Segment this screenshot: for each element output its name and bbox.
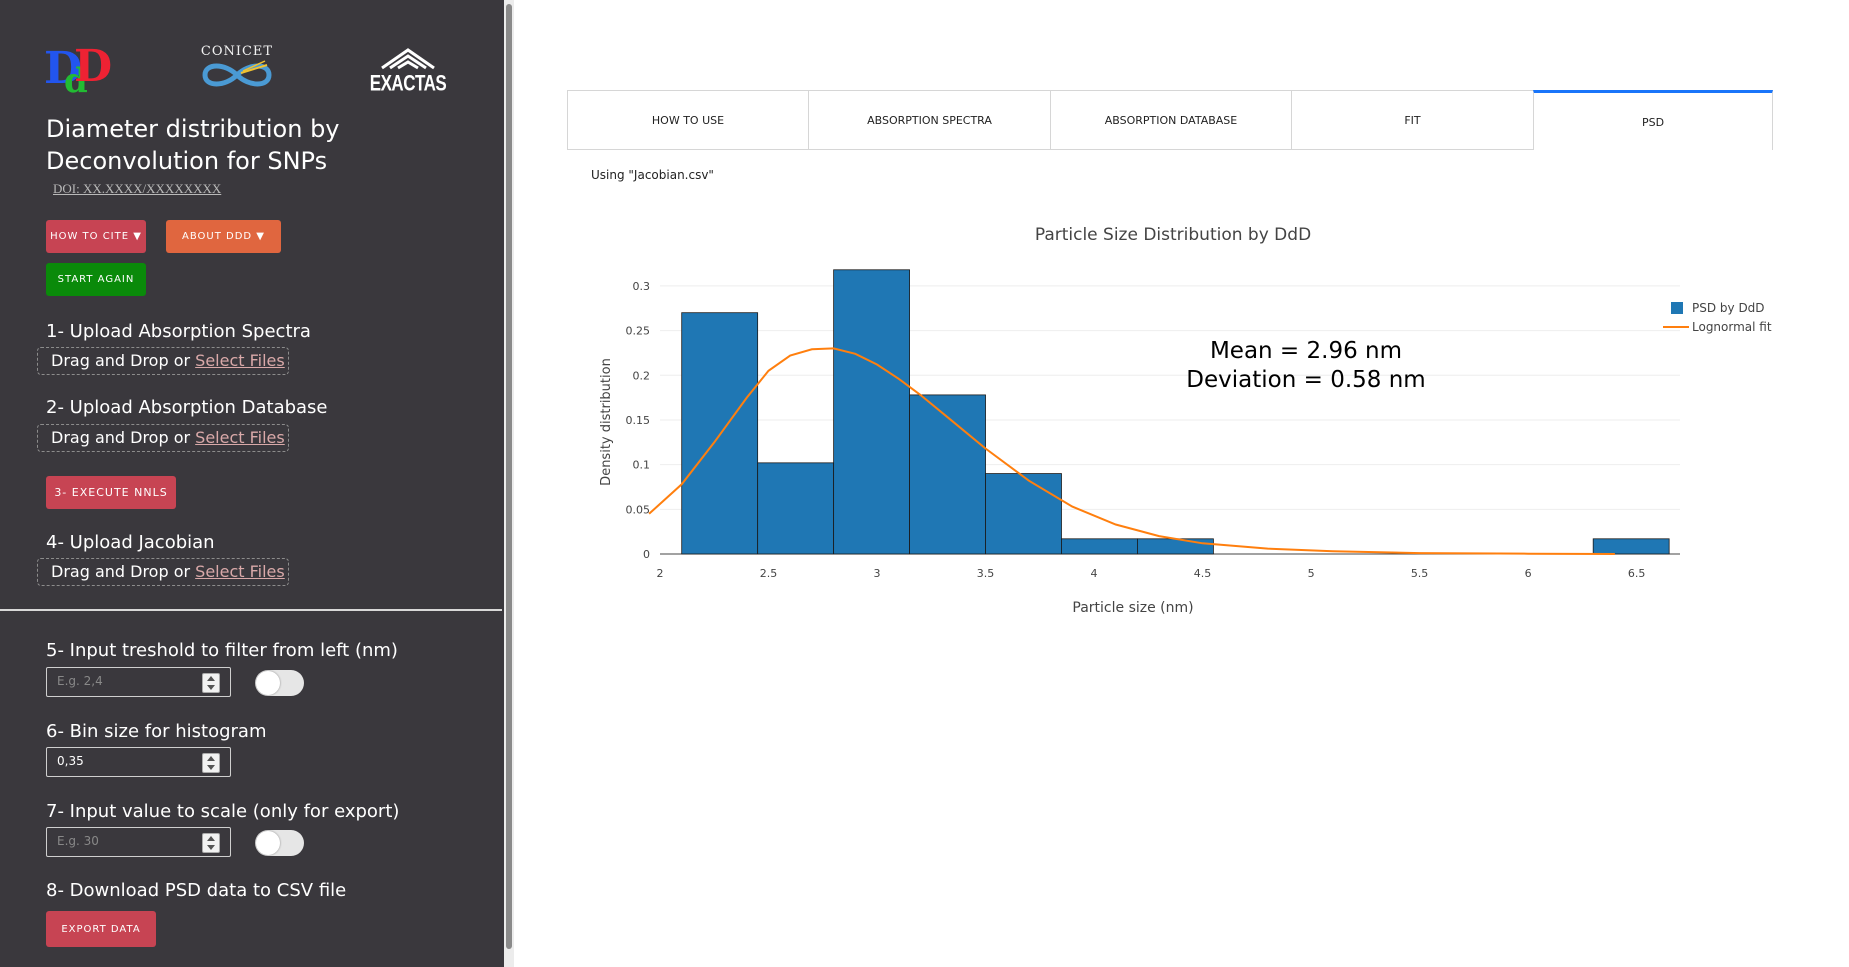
- chart-title: Particle Size Distribution by DdD: [1035, 225, 1311, 245]
- y-tick-label: 0: [643, 548, 650, 561]
- step-2-label: 2- Upload Absorption Database: [46, 397, 328, 418]
- how-to-cite-button[interactable]: HOW TO CITE ▼: [46, 220, 146, 253]
- select-files-link[interactable]: Select Files: [195, 562, 285, 581]
- scale-placeholder: E.g. 30: [57, 834, 99, 848]
- y-tick-label: 0.2: [633, 369, 651, 382]
- y-axis-ticks: 0 0.05 0.1 0.15 0.2 0.25 0.3: [626, 280, 651, 561]
- x-tick-label: 2.5: [760, 567, 778, 580]
- histogram-bar[interactable]: [1061, 538, 1138, 555]
- x-axis-label: Particle size (nm): [1072, 600, 1193, 616]
- chart-legend: PSD by DdD Lognormal fit: [1663, 301, 1772, 334]
- step-8-label: 8- Download PSD data to CSV file: [46, 880, 347, 901]
- export-data-button[interactable]: EXPORT DATA: [46, 911, 156, 947]
- select-files-link[interactable]: Select Files: [195, 428, 285, 447]
- threshold-toggle[interactable]: [255, 670, 304, 696]
- chart-fit-line: [648, 347, 1615, 555]
- conicet-infinity-icon: [202, 60, 272, 87]
- threshold-input[interactable]: E.g. 2,4: [46, 667, 231, 697]
- scale-spinner[interactable]: [202, 833, 220, 853]
- y-tick-label: 0.15: [626, 414, 651, 427]
- x-tick-label: 6.5: [1628, 567, 1646, 580]
- tab-how-to-use[interactable]: HOW TO USE: [567, 90, 809, 150]
- y-tick-label: 0.05: [626, 503, 651, 516]
- upload-spectra-dropzone[interactable]: Drag and Drop or Select Files: [37, 347, 289, 375]
- start-again-button[interactable]: START AGAIN: [46, 263, 146, 296]
- mean-annotation: Mean = 2.96 nm: [1210, 338, 1402, 364]
- using-file-label: Using "Jacobian.csv": [591, 168, 714, 182]
- lognormal-fit-line[interactable]: [648, 347, 1615, 555]
- ddd-logo: D d D: [44, 41, 113, 102]
- toggle-knob: [256, 831, 280, 855]
- y-tick-label: 0.3: [633, 280, 651, 293]
- toggle-knob: [256, 671, 280, 695]
- deviation-annotation: Deviation = 0.58 nm: [1186, 367, 1425, 393]
- x-tick-label: 5: [1308, 567, 1315, 580]
- scale-toggle[interactable]: [255, 830, 304, 856]
- sidebar-scrollbar[interactable]: [504, 0, 514, 967]
- x-tick-label: 6: [1525, 567, 1532, 580]
- chart-bars: [681, 269, 1670, 555]
- step-6-label: 6- Bin size for histogram: [46, 721, 267, 742]
- dropzone-text: Drag and Drop or: [51, 428, 196, 447]
- doi-link[interactable]: DOI: XX.XXXX/XXXXXXXX: [53, 181, 222, 196]
- upload-database-dropzone[interactable]: Drag and Drop or Select Files: [37, 424, 289, 452]
- x-tick-label: 5.5: [1411, 567, 1429, 580]
- legend-fit-label[interactable]: Lognormal fit: [1692, 320, 1772, 334]
- scrollbar-thumb[interactable]: [506, 4, 512, 949]
- bin-size-value: 0,35: [57, 754, 84, 768]
- y-tick-label: 0.25: [626, 325, 651, 338]
- histogram-bar[interactable]: [833, 269, 910, 555]
- x-tick-label: 3.5: [977, 567, 995, 580]
- x-axis-ticks: 2 2.5 3 3.5 4 4.5 5 5.5 6 6.5: [657, 567, 1646, 580]
- exactas-logo: EXACTAS: [368, 46, 448, 96]
- histogram-bar[interactable]: [1137, 538, 1214, 555]
- tab-absorption-spectra[interactable]: ABSORPTION SPECTRA: [808, 90, 1051, 150]
- step-5-label: 5- Input treshold to filter from left (n…: [46, 640, 398, 661]
- histogram-bar[interactable]: [909, 394, 986, 555]
- conicet-logo-text: CONICET: [200, 44, 274, 59]
- threshold-placeholder: E.g. 2,4: [57, 674, 103, 688]
- dropzone-text: Drag and Drop or: [51, 562, 196, 581]
- conicet-logo: CONICET: [192, 44, 282, 94]
- about-ddd-button[interactable]: ABOUT DDD ▼: [166, 220, 281, 253]
- step-1-label: 1- Upload Absorption Spectra: [46, 321, 311, 342]
- x-tick-label: 2: [657, 567, 664, 580]
- app-title: Diameter distribution by Deconvolution f…: [46, 115, 340, 175]
- histogram-bar[interactable]: [985, 473, 1062, 555]
- y-axis-label: Density distribution: [599, 358, 614, 486]
- psd-chart: Particle Size Distribution by DdD 00.050…: [599, 225, 1772, 616]
- step-7-label: 7- Input value to scale (only for export…: [46, 801, 400, 822]
- x-tick-label: 3: [874, 567, 881, 580]
- tab-fit[interactable]: FIT: [1291, 90, 1534, 150]
- bin-size-input[interactable]: 0,35: [46, 747, 231, 777]
- histogram-bar[interactable]: [1592, 538, 1670, 555]
- tab-bar: HOW TO USE ABSORPTION SPECTRA ABSORPTION…: [567, 90, 1773, 152]
- upload-jacobian-dropzone[interactable]: Drag and Drop or Select Files: [37, 558, 289, 586]
- legend-psd-label[interactable]: PSD by DdD: [1692, 301, 1765, 315]
- sidebar: D d D CONICET EXACTAS Diameter distribut…: [0, 0, 504, 967]
- dropzone-text: Drag and Drop or: [51, 351, 196, 370]
- tab-absorption-database[interactable]: ABSORPTION DATABASE: [1050, 90, 1292, 150]
- exactas-logo-text: EXACTAS: [369, 71, 447, 96]
- y-tick-label: 0.1: [633, 459, 651, 472]
- tab-psd[interactable]: PSD: [1533, 90, 1773, 150]
- x-tick-label: 4.5: [1194, 567, 1212, 580]
- exactas-roof-icon: [381, 48, 435, 70]
- scale-input[interactable]: E.g. 30: [46, 827, 231, 857]
- histogram-bar[interactable]: [757, 462, 835, 555]
- execute-nnls-button[interactable]: 3- EXECUTE NNLS: [46, 476, 176, 509]
- sidebar-divider: [0, 609, 502, 611]
- select-files-link[interactable]: Select Files: [195, 351, 285, 370]
- bin-size-spinner[interactable]: [202, 753, 220, 773]
- threshold-spinner[interactable]: [202, 673, 220, 693]
- legend-psd-swatch: [1671, 302, 1683, 314]
- x-tick-label: 4: [1091, 567, 1098, 580]
- step-4-label: 4- Upload Jacobian: [46, 532, 215, 553]
